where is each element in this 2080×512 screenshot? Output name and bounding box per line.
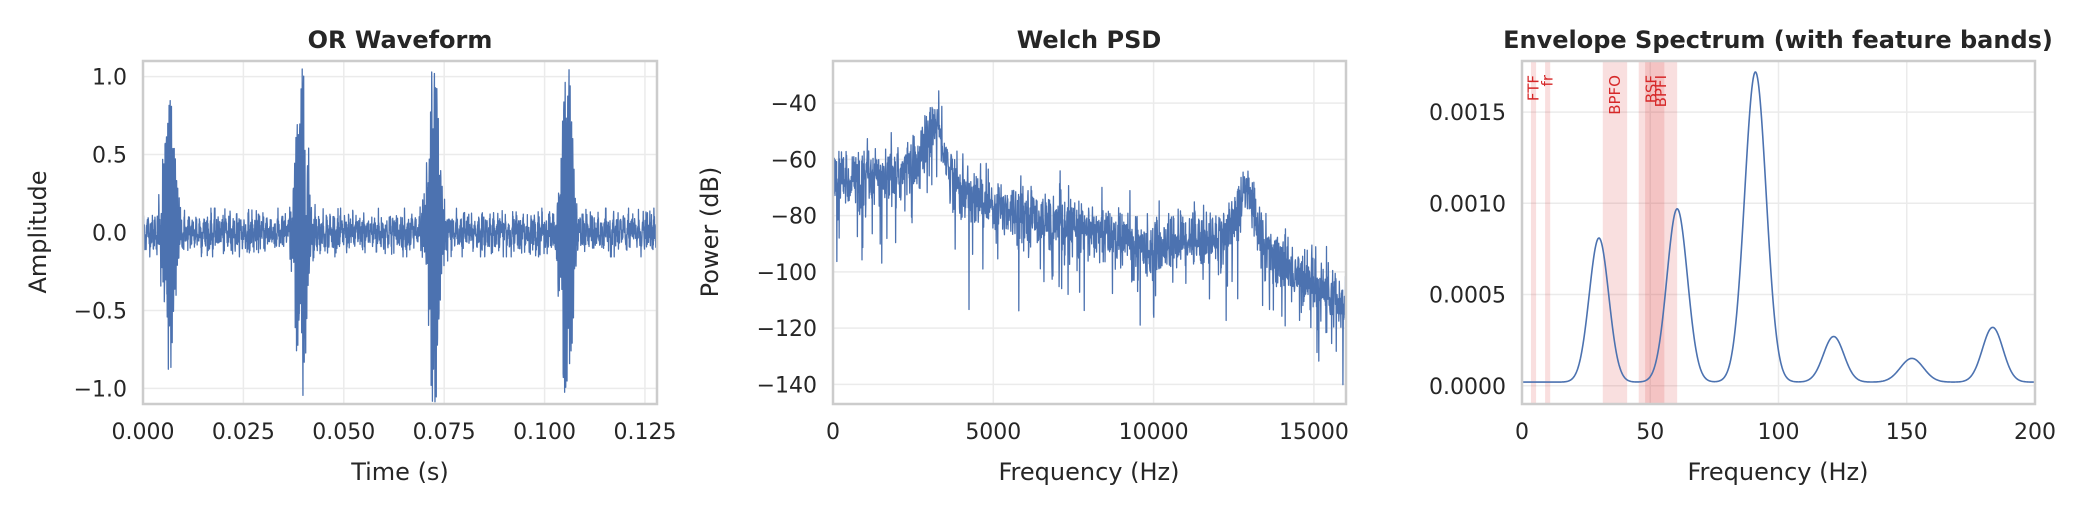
psd-line (832, 90, 1347, 386)
psd-y-tick-label: −120 (757, 317, 817, 342)
psd-x-tick-label: 10000 (1119, 420, 1189, 445)
envelope-title: Envelope Spectrum (with feature bands) (1503, 26, 2053, 54)
waveform-line (142, 68, 658, 403)
psd-x-tick-label: 15000 (1279, 420, 1349, 445)
bpfo-band-label: BPFO (1606, 75, 1624, 115)
waveform-panel: OR Waveform 0.000 0.025 0.050 0.075 0.100 0.1… (24, 26, 676, 486)
envelope-x-ticks: 0 50 100 150 200 (1515, 420, 2056, 445)
envelope-panel: Envelope Spectrum (with feature bands) F… (1429, 26, 2056, 486)
envelope-x-axis-label: Frequency (Hz) (1688, 458, 1869, 486)
envelope-y-ticks: 0.0000 0.0005 0.0010 0.0015 (1429, 101, 1506, 400)
waveform-title: OR Waveform (308, 26, 493, 54)
waveform-y-tick-label: 1.0 (92, 66, 127, 91)
bsf-band (1638, 61, 1665, 404)
envelope-x-tick-label: 100 (1758, 420, 1800, 445)
psd-y-ticks: −140 −120 −100 −80 −60 −40 (757, 92, 817, 398)
waveform-series (142, 68, 658, 403)
waveform-y-tick-label: −1.0 (74, 377, 127, 402)
envelope-x-tick-label: 150 (1886, 420, 1928, 445)
envelope-line (1521, 71, 2036, 383)
psd-x-tick-label: 0 (826, 420, 840, 445)
ftf-band-label: FTF (1525, 75, 1543, 101)
psd-y-axis-label: Power (dB) (696, 167, 724, 298)
waveform-y-ticks: −1.0 −0.5 0.0 0.5 1.0 (74, 66, 127, 403)
psd-y-tick-label: −40 (771, 92, 817, 117)
envelope-x-tick-label: 50 (1636, 420, 1664, 445)
waveform-x-tick-label: 0.050 (312, 420, 375, 445)
envelope-y-tick-label: 0.0005 (1429, 284, 1506, 309)
waveform-x-axis-label: Time (s) (350, 458, 449, 486)
envelope-plot-frame (1520, 59, 2037, 406)
envelope-y-tick-label: 0.0010 (1429, 192, 1506, 217)
fr-band (1545, 61, 1551, 404)
waveform-x-ticks: 0.000 0.025 0.050 0.075 0.100 0.125 (112, 420, 677, 445)
envelope-x-tick-label: 0 (1515, 420, 1529, 445)
psd-x-axis-label: Frequency (Hz) (999, 458, 1180, 486)
psd-title: Welch PSD (1017, 26, 1162, 54)
waveform-x-tick-label: 0.125 (613, 420, 676, 445)
waveform-x-tick-label: 0.025 (212, 420, 275, 445)
psd-x-tick-label: 5000 (965, 420, 1021, 445)
waveform-x-tick-label: 0.075 (413, 420, 476, 445)
psd-plot-frame (831, 59, 1348, 406)
psd-y-tick-label: −100 (757, 261, 817, 286)
bpfi-band-label: BPFI (1652, 75, 1670, 107)
waveform-x-tick-label: 0.000 (112, 420, 175, 445)
envelope-y-tick-label: 0.0000 (1429, 375, 1506, 400)
envelope-x-tick-label: 200 (2014, 420, 2056, 445)
waveform-y-axis-label: Amplitude (24, 171, 52, 294)
bsf-band-label: BSF (1643, 75, 1661, 103)
psd-panel: Welch PSD 0 5000 10000 15000 −140 −120 −100 −8… (696, 26, 1349, 486)
envelope-series (1521, 71, 2036, 383)
waveform-plot-frame (141, 59, 659, 406)
waveform-y-tick-label: 0.0 (92, 222, 127, 247)
waveform-y-tick-label: 0.5 (92, 144, 127, 169)
psd-x-ticks: 0 5000 10000 15000 (826, 420, 1349, 445)
psd-y-tick-label: −60 (771, 148, 817, 173)
psd-y-tick-label: −140 (757, 373, 817, 398)
psd-y-tick-label: −80 (771, 205, 817, 230)
waveform-y-tick-label: −0.5 (74, 299, 127, 324)
ftf-band (1530, 61, 1537, 404)
fr-band-label: fr (1539, 74, 1557, 86)
waveform-x-tick-label: 0.100 (513, 420, 576, 445)
psd-series (832, 90, 1347, 386)
envelope-y-tick-label: 0.0015 (1429, 101, 1506, 126)
